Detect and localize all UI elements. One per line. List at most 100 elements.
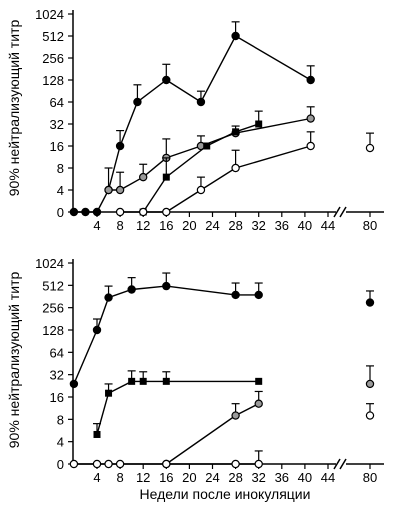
data-point xyxy=(203,142,211,150)
data-point xyxy=(127,285,136,294)
data-point xyxy=(196,97,206,107)
series-grey-circle xyxy=(104,106,315,195)
series-line xyxy=(166,384,370,464)
y-tick-label: 16 xyxy=(50,139,64,154)
x-tick-label: 44 xyxy=(321,218,335,233)
y-tick-label: 1024 xyxy=(35,256,64,271)
y-tick-label: 8 xyxy=(57,161,64,176)
data-point xyxy=(92,459,102,469)
x-tick-label: 8 xyxy=(116,218,123,233)
y-tick-label: 512 xyxy=(42,29,64,44)
data-point xyxy=(162,281,171,291)
data-point xyxy=(133,97,142,107)
data-point xyxy=(162,207,171,217)
x-tick-label: 28 xyxy=(228,218,242,233)
axis-break-mark xyxy=(339,206,347,218)
data-point xyxy=(81,207,90,217)
data-point xyxy=(162,377,170,385)
x-tick-label: 80 xyxy=(363,218,377,233)
data-point xyxy=(365,298,375,307)
data-point xyxy=(115,141,125,151)
x-tick-label: 24 xyxy=(205,470,219,485)
data-point xyxy=(196,185,206,195)
x-tick-label: 16 xyxy=(159,218,173,233)
y-tick-label: 512 xyxy=(42,278,64,293)
series-line xyxy=(120,146,370,212)
x-tick-label: 20 xyxy=(182,218,196,233)
data-point xyxy=(69,459,79,469)
data-point xyxy=(231,459,240,469)
y-axis-title-top: 90% нейтрализующий титр xyxy=(6,20,22,197)
axis-break-mark xyxy=(333,458,341,470)
x-tick-label: 36 xyxy=(275,218,289,233)
data-point xyxy=(104,185,113,195)
data-point xyxy=(306,114,315,123)
data-point xyxy=(162,75,171,85)
data-point xyxy=(231,31,240,41)
data-point xyxy=(138,207,148,217)
data-point xyxy=(162,173,170,181)
chart-panel-bottom: 0 4 8 16 32 64 128 256 512 1024 4 8 12 16 20 24 28 32 36 40… xyxy=(35,256,384,485)
data-point xyxy=(306,141,315,151)
y-tick-label: 4 xyxy=(57,183,64,198)
y-tick-label: 128 xyxy=(42,73,64,88)
y-tick-label: 256 xyxy=(42,51,64,66)
x-tick-label: 20 xyxy=(182,470,196,485)
data-point xyxy=(365,143,375,153)
x-tick-label: 12 xyxy=(136,218,150,233)
data-point xyxy=(365,379,375,389)
y-tick-label: 32 xyxy=(50,117,64,132)
x-tick-label: 8 xyxy=(116,470,123,485)
data-point xyxy=(138,172,148,182)
axis-break-mark xyxy=(333,206,341,218)
series-line xyxy=(74,416,370,465)
x-tick-label: 24 xyxy=(205,218,219,233)
series-line xyxy=(73,35,312,213)
series-filled-square xyxy=(93,370,263,438)
x-tick-label: 32 xyxy=(251,218,265,233)
x-tick-label: 32 xyxy=(251,470,265,485)
y-tick-label: 64 xyxy=(50,95,64,110)
data-point xyxy=(254,459,263,469)
y-tick-label: 0 xyxy=(57,457,64,472)
data-point xyxy=(365,411,375,420)
chart-panel-top: 0 4 8 16 32 64 128 256 512 1024 4 8 12 16 20 24 28 32 36 40… xyxy=(35,7,384,233)
data-point xyxy=(115,185,125,195)
data-point xyxy=(255,120,263,128)
y-axis-title-bottom: 90% нейтрализующий титр xyxy=(6,272,22,449)
x-tick-label: 40 xyxy=(298,218,312,233)
data-point xyxy=(128,377,136,385)
x-tick-label: 12 xyxy=(136,470,150,485)
data-point xyxy=(306,75,315,85)
x-tick-label: 44 xyxy=(321,470,335,485)
data-point xyxy=(255,377,263,385)
x-tick-label: 28 xyxy=(228,470,242,485)
y-tick-label: 1024 xyxy=(35,7,64,22)
data-point xyxy=(92,325,102,335)
y-tick-label: 128 xyxy=(42,323,64,338)
data-point xyxy=(232,128,240,136)
x-tick-label: 4 xyxy=(93,470,100,485)
x-tick-label: 4 xyxy=(93,218,100,233)
data-point xyxy=(139,377,147,385)
data-point xyxy=(115,459,125,469)
y-tick-label: 0 xyxy=(57,205,64,220)
data-point xyxy=(69,379,79,389)
data-point xyxy=(69,207,79,217)
data-point xyxy=(115,207,125,217)
series-filled-circle xyxy=(69,272,375,389)
x-tick-label: 16 xyxy=(159,470,173,485)
data-point xyxy=(231,411,240,420)
data-point xyxy=(93,430,101,438)
series-open-circle xyxy=(115,131,375,217)
data-point xyxy=(104,459,113,469)
series-line xyxy=(96,380,259,435)
x-tick-label: 80 xyxy=(363,470,377,485)
x-tick-label: 36 xyxy=(275,470,289,485)
axis-break-mark xyxy=(339,458,347,470)
data-point xyxy=(254,290,263,300)
series-filled-square xyxy=(139,110,263,216)
y-tick-label: 256 xyxy=(42,301,64,316)
data-point xyxy=(254,399,263,408)
